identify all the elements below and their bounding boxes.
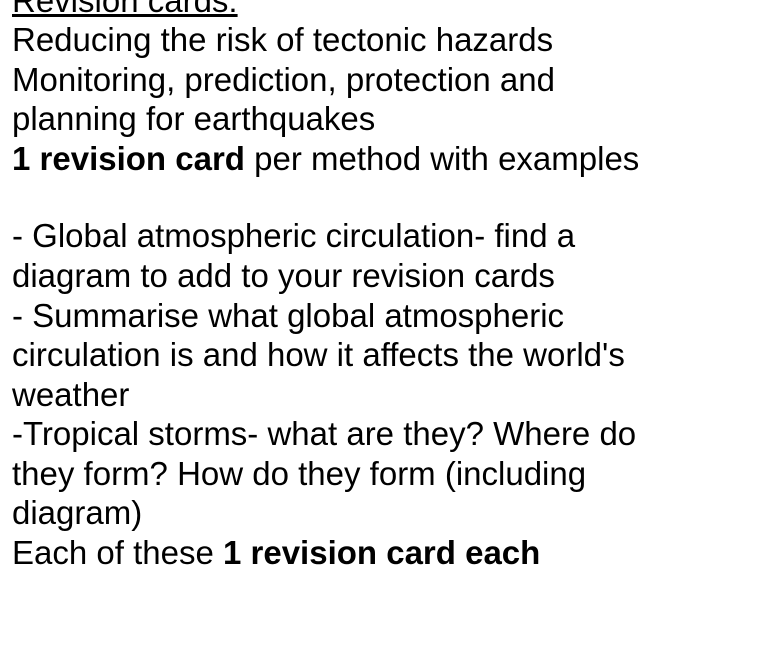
section1-line1: Reducing the risk of tectonic hazards <box>12 20 764 60</box>
section2-line3: - Summarise what global atmospheric <box>12 296 764 336</box>
section2-line1: - Global atmospheric circulation- find a <box>12 216 764 256</box>
paragraph-gap <box>12 178 764 216</box>
section1-line3: planning for earthquakes <box>12 99 764 139</box>
section1-line2: Monitoring, prediction, protection and <box>12 60 764 100</box>
section2-line8: diagram) <box>12 493 764 533</box>
section2-line2: diagram to add to your revision cards <box>12 256 764 296</box>
revision-cards-heading: Revision cards: <box>12 0 764 20</box>
section2-line4: circulation is and how it affects the wo… <box>12 335 764 375</box>
section2-line9-pre: Each of these <box>12 534 223 571</box>
section2-line6: -Tropical storms- what are they? Where d… <box>12 414 764 454</box>
section2-line9: Each of these 1 revision card each <box>12 533 764 573</box>
section2-line5: weather <box>12 375 764 415</box>
section1-line4-rest: per method with examples <box>245 140 639 177</box>
section2-line9-bold: 1 revision card each <box>223 534 540 571</box>
section1-bold: 1 revision card <box>12 140 245 177</box>
section2-line7: they form? How do they form (including <box>12 454 764 494</box>
section1-line4: 1 revision card per method with examples <box>12 139 764 179</box>
